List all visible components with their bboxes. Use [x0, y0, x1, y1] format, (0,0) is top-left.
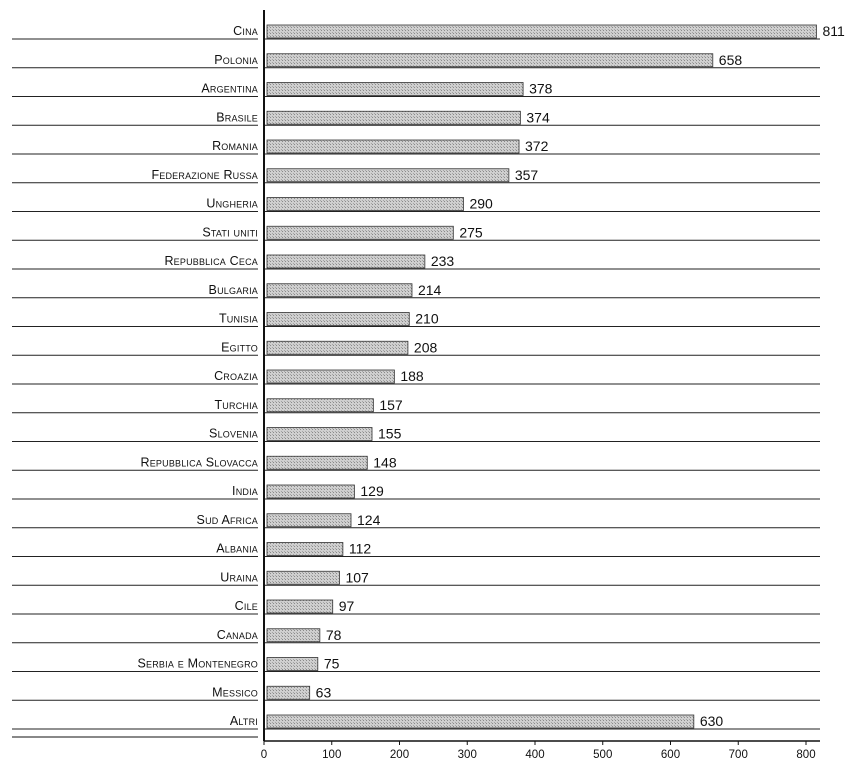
data-label: 275: [459, 224, 483, 240]
bar: [266, 168, 510, 183]
data-label: 233: [431, 253, 455, 269]
bar: [266, 312, 410, 326]
category-label: Canada: [217, 628, 258, 642]
category-label: Egitto: [221, 340, 258, 354]
data-label: 210: [415, 311, 439, 327]
data-label: 75: [324, 656, 340, 672]
category-label: Bulgaria: [209, 283, 258, 297]
bar: [266, 340, 409, 355]
bar: [266, 254, 426, 269]
x-tick-label: 200: [390, 749, 409, 761]
category-label: Croazia: [214, 369, 258, 383]
bar: [266, 24, 817, 39]
data-label: 157: [379, 397, 403, 413]
x-tick-label: 700: [729, 749, 748, 761]
bar: [266, 542, 344, 556]
x-tick-label: 0: [261, 749, 267, 761]
bar: [266, 427, 373, 441]
data-label: 148: [373, 454, 397, 470]
data-label: 658: [719, 52, 743, 68]
category-label: Stati uniti: [202, 225, 258, 239]
category-label: Polonia: [214, 53, 258, 67]
data-label: 208: [414, 339, 438, 355]
data-label: 214: [418, 282, 442, 298]
bar: [266, 685, 311, 700]
category-label: Argentina: [201, 82, 258, 96]
data-label: 374: [526, 109, 550, 125]
x-tick-label: 500: [593, 749, 612, 761]
bar: [266, 53, 714, 68]
x-tick-label: 600: [661, 749, 680, 761]
category-label: Romania: [212, 139, 258, 153]
bar: [266, 599, 334, 614]
data-label: 811: [822, 23, 845, 39]
data-label: 129: [360, 483, 384, 499]
data-label: 155: [378, 426, 402, 442]
data-label: 630: [700, 713, 724, 729]
category-label: Cina: [233, 24, 258, 38]
category-label: Cile: [235, 599, 258, 613]
bar: [266, 513, 352, 528]
bar: [266, 657, 319, 671]
data-label: 378: [529, 81, 553, 97]
bar: [266, 225, 454, 240]
category-label: Uraina: [220, 570, 258, 584]
x-tick-label: 400: [525, 749, 544, 761]
category-label: Turchia: [214, 398, 258, 412]
category-label: Altri: [230, 714, 258, 728]
x-tick-label: 300: [458, 749, 477, 761]
category-label: Repubblica Ceca: [164, 254, 258, 268]
data-label: 188: [400, 368, 424, 384]
bar: [266, 197, 464, 211]
bar: [266, 455, 368, 470]
bar: [266, 714, 695, 729]
category-label: Federazione Russa: [151, 168, 258, 182]
x-tick-label: 100: [322, 749, 341, 761]
category-label: Repubblica Slovacca: [140, 455, 258, 469]
x-tick-label: 800: [796, 749, 815, 761]
category-label: Slovenia: [209, 427, 258, 441]
bar: [266, 82, 524, 96]
data-label: 63: [316, 684, 332, 700]
data-label: 78: [326, 627, 342, 643]
bar: [266, 398, 374, 413]
data-label: 290: [469, 196, 493, 212]
category-label: Ungheria: [206, 197, 258, 211]
bar: [266, 283, 413, 298]
category-label: Tunisia: [219, 312, 258, 326]
category-label: India: [232, 484, 258, 498]
data-label: 372: [525, 138, 549, 154]
data-label: 124: [357, 512, 381, 528]
bar: [266, 369, 395, 384]
data-label: 357: [515, 167, 539, 183]
category-label: Messico: [212, 685, 258, 699]
bar: [266, 139, 520, 154]
category-label: Sud Africa: [197, 513, 258, 527]
category-label: Serbia e Montenegro: [137, 657, 258, 671]
bar: [266, 110, 521, 125]
category-label: Brasile: [216, 110, 258, 124]
bar: [266, 484, 355, 499]
data-label: 107: [345, 569, 369, 585]
bar: [266, 570, 340, 585]
category-label: Albania: [216, 542, 258, 556]
data-label: 112: [349, 541, 372, 557]
data-label: 97: [339, 598, 355, 614]
bar: [266, 628, 321, 643]
